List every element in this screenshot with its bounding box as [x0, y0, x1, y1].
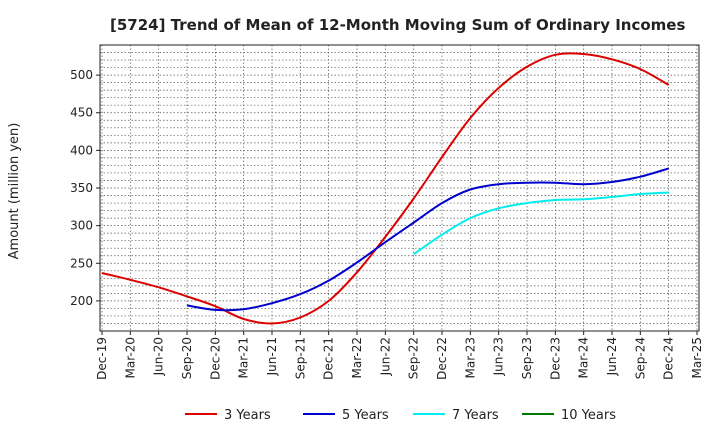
series-lines: [101, 52, 670, 325]
legend-label: 3 Years: [224, 408, 271, 423]
y-tick-label: 250: [70, 256, 93, 270]
legend-label: 10 Years: [561, 408, 616, 423]
y-tick-label: 500: [70, 68, 93, 82]
y-axis: 200 250 300 350 400 450 500: [70, 68, 100, 308]
legend-label: 5 Years: [342, 408, 389, 423]
x-tick-label: Jun-20: [152, 337, 166, 376]
x-tick-label: Dec-20: [208, 337, 222, 380]
x-tick-label: Mar-24: [577, 337, 591, 378]
x-tick-label: Dec-19: [95, 337, 109, 380]
x-tick-label: Jun-24: [605, 337, 619, 376]
chart-title: [5724] Trend of Mean of 12-Month Moving …: [110, 16, 685, 34]
x-tick-label: Sep-21: [293, 337, 307, 379]
plot-frame: [99, 44, 700, 332]
x-tick-label: Sep-22: [407, 337, 421, 379]
x-tick-label: Dec-22: [435, 337, 449, 380]
y-tick-label: 350: [70, 181, 93, 195]
series-line-7-years: [413, 191, 669, 256]
y-tick-label: 450: [70, 106, 93, 120]
x-tick-label: Dec-24: [662, 337, 676, 380]
legend: 3 Years 5 Years 7 Years 10 Years: [185, 408, 616, 423]
x-tick-label: Jun-21: [265, 337, 279, 376]
y-tick-label: 200: [70, 294, 93, 308]
x-tick-label: Jun-22: [378, 337, 392, 376]
legend-label: 7 Years: [452, 408, 499, 423]
x-tick-label: Jun-23: [492, 337, 506, 376]
y-tick-label: 300: [70, 219, 93, 233]
y-tick-label: 400: [70, 143, 93, 157]
grid: [100, 44, 699, 332]
x-tick-label: Sep-20: [180, 337, 194, 379]
x-tick-label: Mar-20: [123, 337, 137, 378]
x-tick-label: Mar-23: [463, 337, 477, 378]
y-axis-label: Amount (million yen): [7, 123, 22, 260]
x-tick-label: Dec-23: [548, 337, 562, 380]
x-tick-label: Sep-24: [633, 337, 647, 379]
x-tick-label: Sep-23: [520, 337, 534, 379]
series-line-5-years: [186, 167, 669, 312]
x-tick-label: Dec-21: [322, 337, 336, 380]
x-tick-label: Mar-21: [237, 337, 251, 378]
x-axis: Dec-19 Mar-20 Jun-20 Sep-20 Dec-20 Mar-21 Jun-…: [95, 331, 704, 380]
series-line-3-years: [101, 52, 670, 325]
x-tick-label: Mar-25: [690, 337, 704, 378]
x-tick-label: Mar-22: [350, 337, 364, 378]
